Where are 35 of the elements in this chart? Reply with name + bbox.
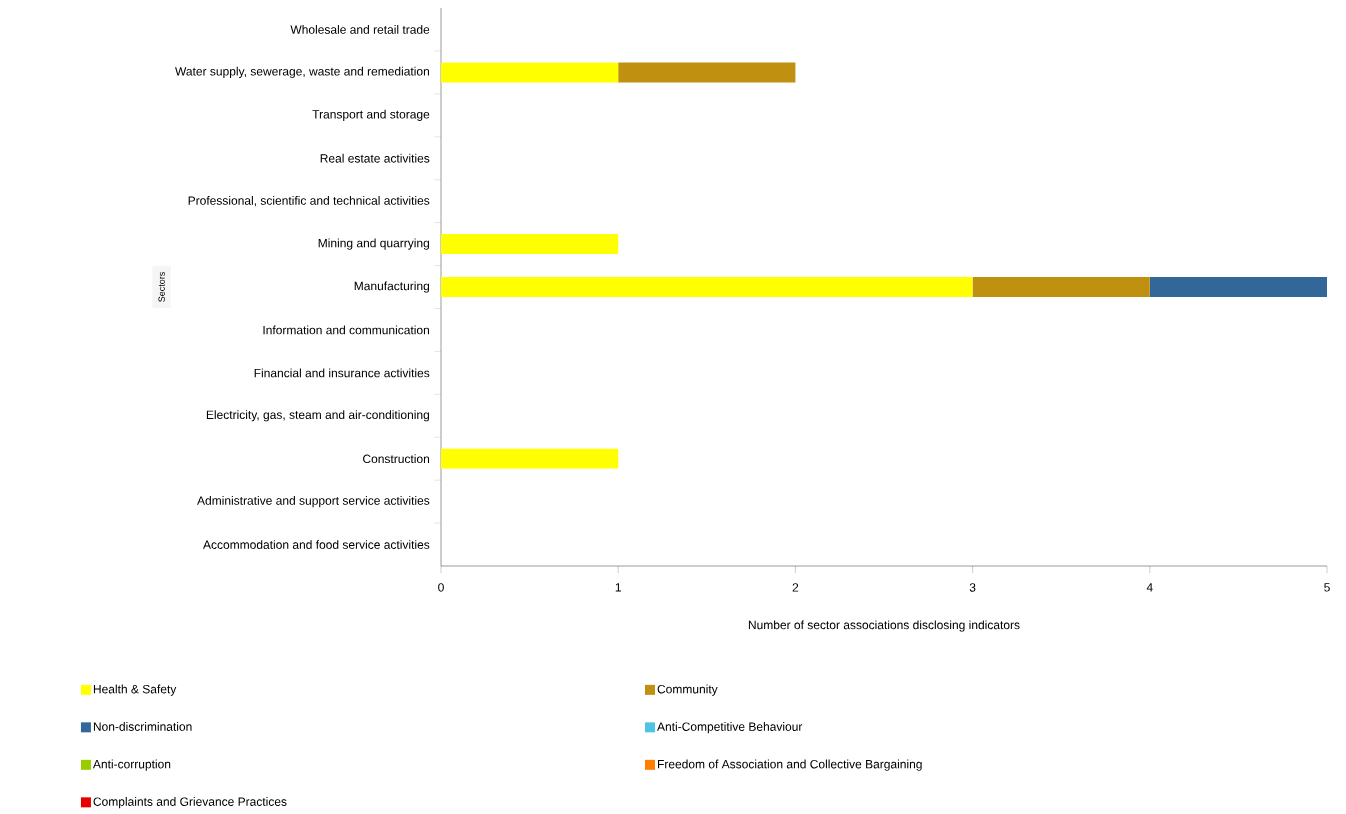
- bar: [441, 448, 619, 469]
- bar: [1149, 277, 1327, 297]
- legend-label: Complaints and Grievance Practices: [93, 797, 287, 809]
- y-tick-label: Electricity, gas, steam and air-conditioning: [206, 410, 429, 422]
- legend-label: Health & Safety: [93, 684, 177, 696]
- y-tick-label: Wholesale and retail trade: [290, 25, 430, 34]
- x-tick-label: 2: [792, 583, 799, 592]
- bar: [972, 277, 1150, 297]
- x-tick-label: 0: [438, 583, 444, 592]
- legend-label: Anti-Competitive Behaviour: [657, 722, 803, 734]
- y-tick-label: Transport and storage: [312, 109, 430, 121]
- y-tick-label: Administrative and support service activities: [197, 496, 430, 508]
- legend-label: Anti-corruption: [92, 759, 171, 771]
- y-tick-label: Information and communication: [263, 325, 429, 335]
- y-tick-label: Water supply, sewerage, waste and remediation: [175, 66, 429, 78]
- bar: [441, 277, 973, 297]
- legend-label: Community: [657, 684, 718, 696]
- legend-label: Freedom of Association and Collective Bargaining: [658, 759, 922, 771]
- bar: [441, 62, 619, 83]
- y-tick-label: Construction: [363, 454, 430, 464]
- y-tick-label: Accommodation and food service activities: [203, 540, 430, 549]
- y-tick-label: Financial and insurance activities: [254, 368, 430, 378]
- bar: [618, 62, 796, 83]
- x-tick-label: 1: [615, 583, 621, 592]
- y-tick-label: Real estate activities: [320, 153, 430, 163]
- x-tick-label: 5: [1324, 583, 1330, 592]
- y-tick-label: Professional, scientific and technical activities: [188, 196, 430, 207]
- y-tick-label: Manufacturing: [354, 281, 430, 293]
- y-tick-label: Mining and quarrying: [318, 238, 429, 250]
- x-tick-label: 3: [969, 583, 976, 592]
- y-axis-title: Sectors: [158, 272, 165, 302]
- x-axis-title: Number of sector associations disclosing indicators: [748, 620, 1020, 632]
- x-tick-label: 4: [1146, 583, 1153, 592]
- bar: [441, 234, 619, 255]
- legend-label: Non-discrimination: [93, 722, 192, 731]
